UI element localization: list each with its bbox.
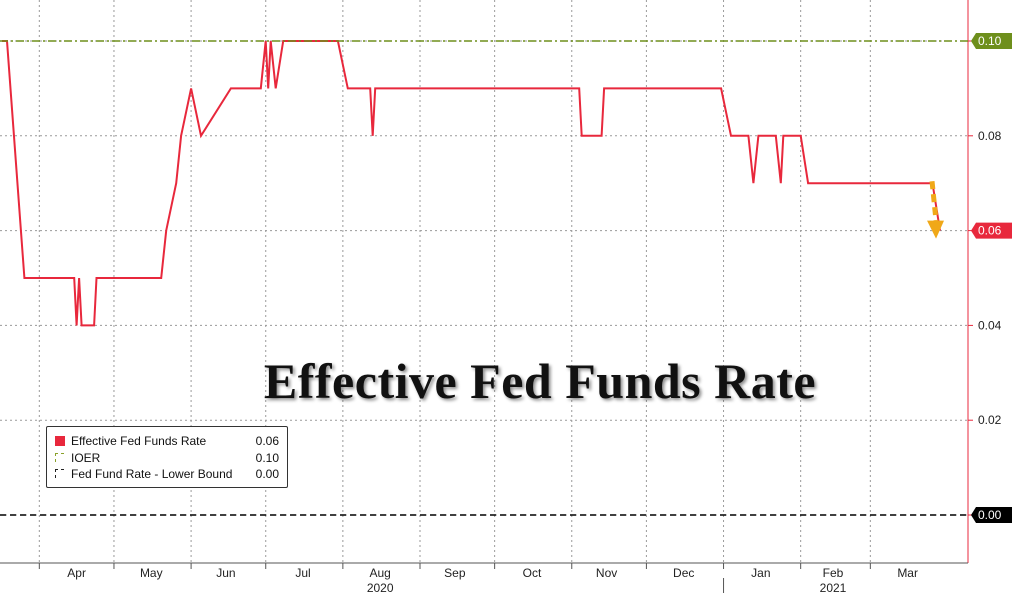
legend-swatch-ioer: [55, 453, 64, 462]
legend-label-effr: Effective Fed Funds Rate: [71, 434, 207, 448]
legend-entry-lower-bound: Fed Fund Rate - Lower Bound 0.00: [55, 467, 279, 483]
x-year-label: 2020: [367, 581, 394, 593]
x-tick-label: Feb: [823, 566, 844, 580]
legend-entry-effr: Effective Fed Funds Rate 0.06: [55, 434, 279, 450]
y-tick-label: 0.08: [978, 129, 1002, 143]
x-tick-label: Aug: [370, 566, 391, 580]
x-tick-label: Nov: [596, 566, 617, 580]
x-tick-label: May: [140, 566, 163, 580]
x-tick-label: Dec: [673, 566, 694, 580]
legend-swatch-lower-bound: [55, 469, 64, 478]
legend-value-lower-bound: 0.00: [255, 467, 279, 481]
legend-value-effr: 0.06: [255, 434, 279, 448]
legend-label-ioer: IOER: [71, 451, 101, 465]
chart-legend: Effective Fed Funds Rate 0.06 IOER 0.10 …: [46, 426, 288, 488]
annotation-arrow-shaft: [929, 180, 939, 221]
y-tick-label: 0.04: [978, 318, 1002, 332]
x-tick-label: Jun: [216, 566, 235, 580]
x-year-label: 2021: [820, 581, 847, 593]
value-tag-bg: [971, 507, 1012, 523]
annotation-arrow-head: [927, 220, 945, 239]
value-tag-text: 0.10: [978, 34, 1002, 48]
x-tick-label: Oct: [523, 566, 542, 580]
value-tag-text: 0.06: [978, 224, 1002, 238]
legend-swatch-effr: [55, 436, 65, 446]
legend-entry-ioer: IOER 0.10: [55, 451, 279, 467]
legend-value-ioer: 0.10: [255, 451, 279, 465]
x-tick-label: Jan: [751, 566, 770, 580]
value-tag-bg: [971, 33, 1012, 49]
value-tag-text: 0.00: [978, 508, 1002, 522]
series-line-effr: [2, 40, 941, 327]
legend-label-lower-bound: Fed Fund Rate - Lower Bound: [71, 467, 233, 481]
x-tick-label: Jul: [295, 566, 310, 580]
x-tick-label: Mar: [897, 566, 918, 580]
x-tick-label: Apr: [67, 566, 86, 580]
chart-title: Effective Fed Funds Rate: [263, 353, 817, 409]
value-tag-bg: [971, 222, 1012, 239]
y-tick-label: 0.02: [978, 413, 1002, 427]
x-tick-label: Sep: [444, 566, 466, 580]
